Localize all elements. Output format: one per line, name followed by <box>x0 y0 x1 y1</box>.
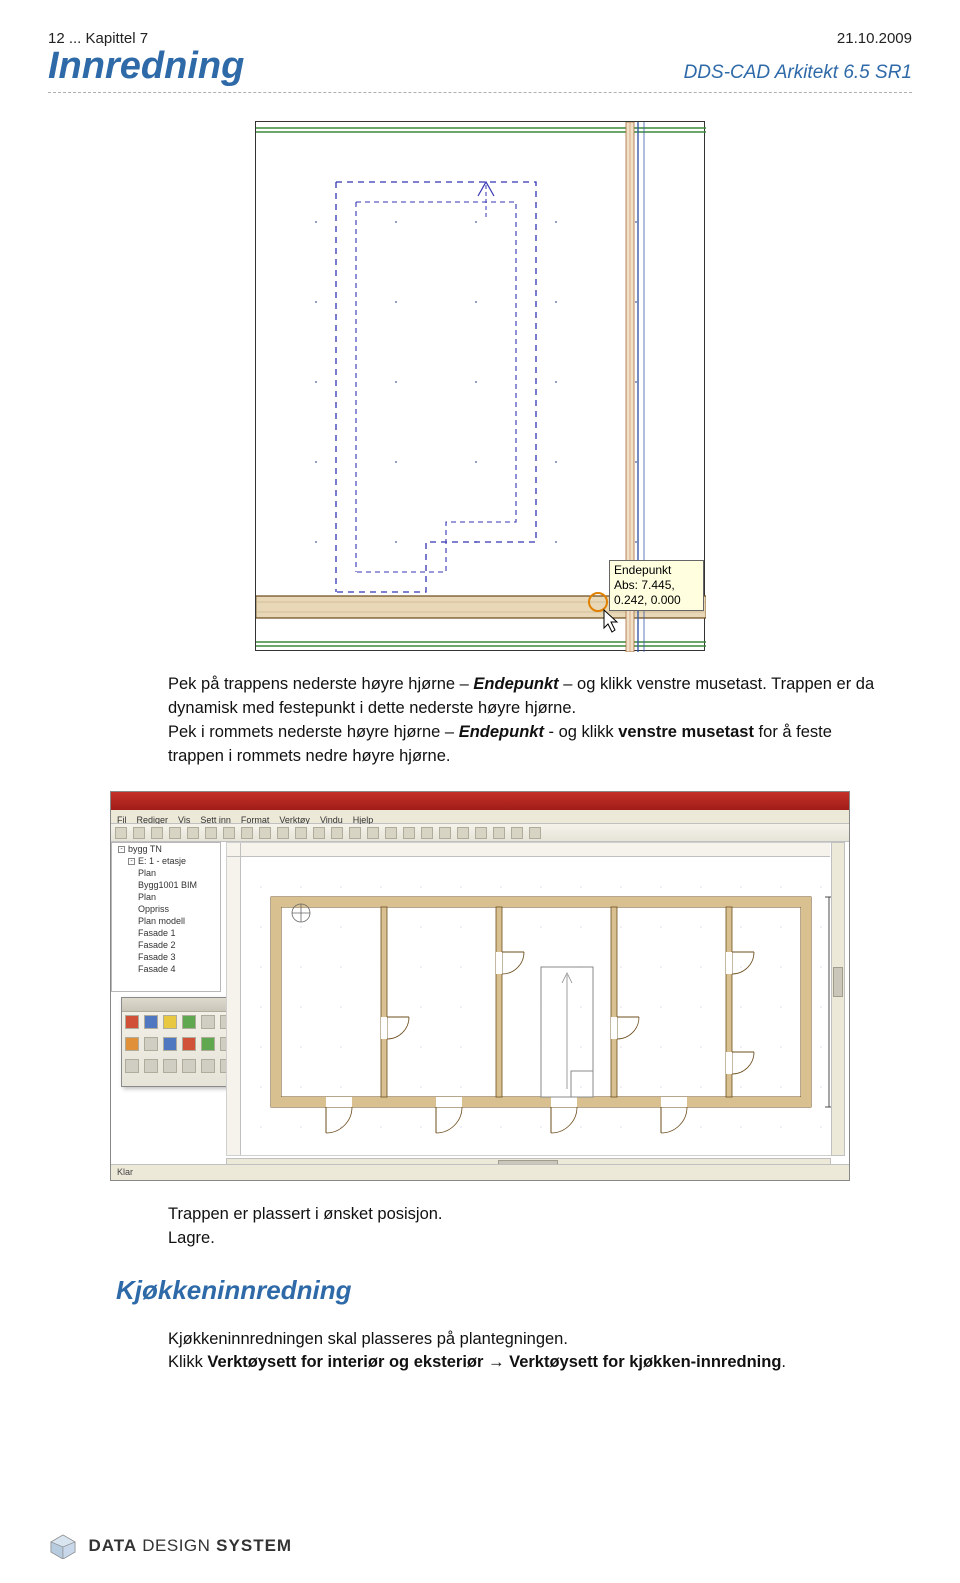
palette-button[interactable] <box>144 1059 158 1073</box>
p1-mid2: - og klikk <box>544 723 618 741</box>
p3-l2a: Klikk <box>168 1353 207 1371</box>
palette-button[interactable] <box>163 1037 177 1051</box>
scrollbar-vertical[interactable] <box>831 842 845 1156</box>
toolbar-button[interactable] <box>439 827 451 839</box>
toolbar-button[interactable] <box>385 827 397 839</box>
tree-item[interactable]: Bygg1001 BIM <box>112 879 220 891</box>
ruler-vertical <box>227 857 241 1155</box>
palette-button[interactable] <box>163 1059 177 1073</box>
palette-button[interactable] <box>144 1015 158 1029</box>
footer: DATA DESIGN SYSTEM <box>48 1533 912 1559</box>
toolbar-button[interactable] <box>331 827 343 839</box>
toolbar-button[interactable] <box>277 827 289 839</box>
palette-button[interactable] <box>163 1015 177 1029</box>
header-divider <box>48 92 912 93</box>
toolbar-button[interactable] <box>187 827 199 839</box>
snap-tooltip: Endepunkt Abs: 7.445, 0.242, 0.000 <box>609 560 704 611</box>
toolbar-button[interactable] <box>511 827 523 839</box>
p2-l2: Lagre. <box>168 1229 215 1247</box>
toolbar-button[interactable] <box>403 827 415 839</box>
section-heading-kjokken: Kjøkkeninnredning <box>116 1275 912 1306</box>
tooltip-line1: Endepunkt <box>614 563 699 578</box>
toolbar-button[interactable] <box>259 827 271 839</box>
p3-l1: Kjøkkeninnredningen skal plasseres på pl… <box>168 1330 568 1348</box>
toolbar-button[interactable] <box>115 827 127 839</box>
statusbar: Klar <box>111 1164 849 1180</box>
ruler-horizontal <box>241 843 830 857</box>
instruction-paragraph-3: Kjøkkeninnredningen skal plasseres på pl… <box>168 1328 888 1376</box>
app-titlebar <box>111 792 849 810</box>
header-date: 21.10.2009 <box>837 30 912 47</box>
p3-l2e: . <box>781 1353 786 1371</box>
palette-button[interactable] <box>182 1037 196 1051</box>
drawing-canvas[interactable]: 7800 <box>226 842 845 1156</box>
page-title: Innredning <box>48 45 244 88</box>
p3-arrow: → <box>483 1353 509 1371</box>
dds-logo-icon <box>48 1533 78 1559</box>
palette-button[interactable] <box>201 1015 215 1029</box>
tree-item[interactable]: -bygg TN <box>112 843 220 855</box>
tree-item[interactable]: -E: 1 - etasje <box>112 855 220 867</box>
toolbar-button[interactable] <box>421 827 433 839</box>
footer-brand: DATA DESIGN SYSTEM <box>88 1536 292 1556</box>
tree-item[interactable]: Plan <box>112 891 220 903</box>
palette-button[interactable] <box>182 1015 196 1029</box>
p1-em2: Endepunkt <box>459 723 544 741</box>
toolbar-button[interactable] <box>367 827 379 839</box>
footer-w3: SYSTEM <box>216 1536 292 1555</box>
tree-item[interactable]: Plan modell <box>112 915 220 927</box>
toolbar-button[interactable] <box>133 827 145 839</box>
toolbar-button[interactable] <box>313 827 325 839</box>
toolbar-button[interactable] <box>295 827 307 839</box>
ruler-corner <box>227 843 241 857</box>
p1-em1: Endepunkt <box>473 675 558 693</box>
p3-l2b: Verktøysett for interiør og eksteriør <box>207 1353 483 1371</box>
toolbar-button[interactable] <box>349 827 361 839</box>
toolbar-button[interactable] <box>475 827 487 839</box>
instruction-paragraph-1: Pek på trappens nederste høyre hjørne – … <box>168 673 888 769</box>
palette-button[interactable] <box>182 1059 196 1073</box>
p2-l1: Trappen er plassert i ønsket posisjon. <box>168 1205 443 1223</box>
toolbar-button[interactable] <box>151 827 163 839</box>
toolbar-button[interactable] <box>205 827 217 839</box>
toolbar-button[interactable] <box>457 827 469 839</box>
palette-button[interactable] <box>201 1059 215 1073</box>
p1-pre: Pek på trappens nederste høyre hjørne – <box>168 675 473 693</box>
tree-item[interactable]: Fasade 1 <box>112 927 220 939</box>
tree-item[interactable]: Fasade 4 <box>112 963 220 975</box>
app-version: DDS-CAD Arkitekt 6.5 SR1 <box>684 62 912 84</box>
footer-w2: DESIGN <box>142 1536 210 1555</box>
tree-item[interactable]: Oppriss <box>112 903 220 915</box>
palette-button[interactable] <box>125 1037 139 1051</box>
tree-item[interactable]: Fasade 2 <box>112 939 220 951</box>
palette-button[interactable] <box>125 1059 139 1073</box>
palette-button[interactable] <box>201 1037 215 1051</box>
p3-l2d: Verktøysett for kjøkken-innredning <box>509 1353 781 1371</box>
figure-2-app-screenshot: FilRedigerVisSett innFormatVerktøyVinduH… <box>110 791 850 1181</box>
palette-button[interactable] <box>144 1037 158 1051</box>
toolbar-button[interactable] <box>169 827 181 839</box>
tooltip-line2: Abs: 7.445, 0.242, 0.000 <box>614 578 699 608</box>
toolbar-button[interactable] <box>493 827 505 839</box>
app-toolbar[interactable] <box>111 824 849 842</box>
scroll-thumb-v[interactable] <box>833 967 843 997</box>
toolbar-button[interactable] <box>529 827 541 839</box>
figure-1-cad-closeup: Endepunkt Abs: 7.445, 0.242, 0.000 <box>255 121 705 651</box>
footer-w1: DATA <box>88 1536 136 1555</box>
p1-bold: venstre musetast <box>618 723 754 741</box>
app-menubar[interactable]: FilRedigerVisSett innFormatVerktøyVinduH… <box>111 810 849 824</box>
project-tree-pane[interactable]: -bygg TN-E: 1 - etasjePlanBygg1001 BIMPl… <box>111 842 221 992</box>
toolbar-button[interactable] <box>223 827 235 839</box>
floorplan-drawing <box>241 857 831 1157</box>
toolbar-button[interactable] <box>241 827 253 839</box>
palette-button[interactable] <box>125 1015 139 1029</box>
instruction-paragraph-2: Trappen er plassert i ønsket posisjon. L… <box>168 1203 888 1251</box>
tree-item[interactable]: Fasade 3 <box>112 951 220 963</box>
tree-item[interactable]: Plan <box>112 867 220 879</box>
